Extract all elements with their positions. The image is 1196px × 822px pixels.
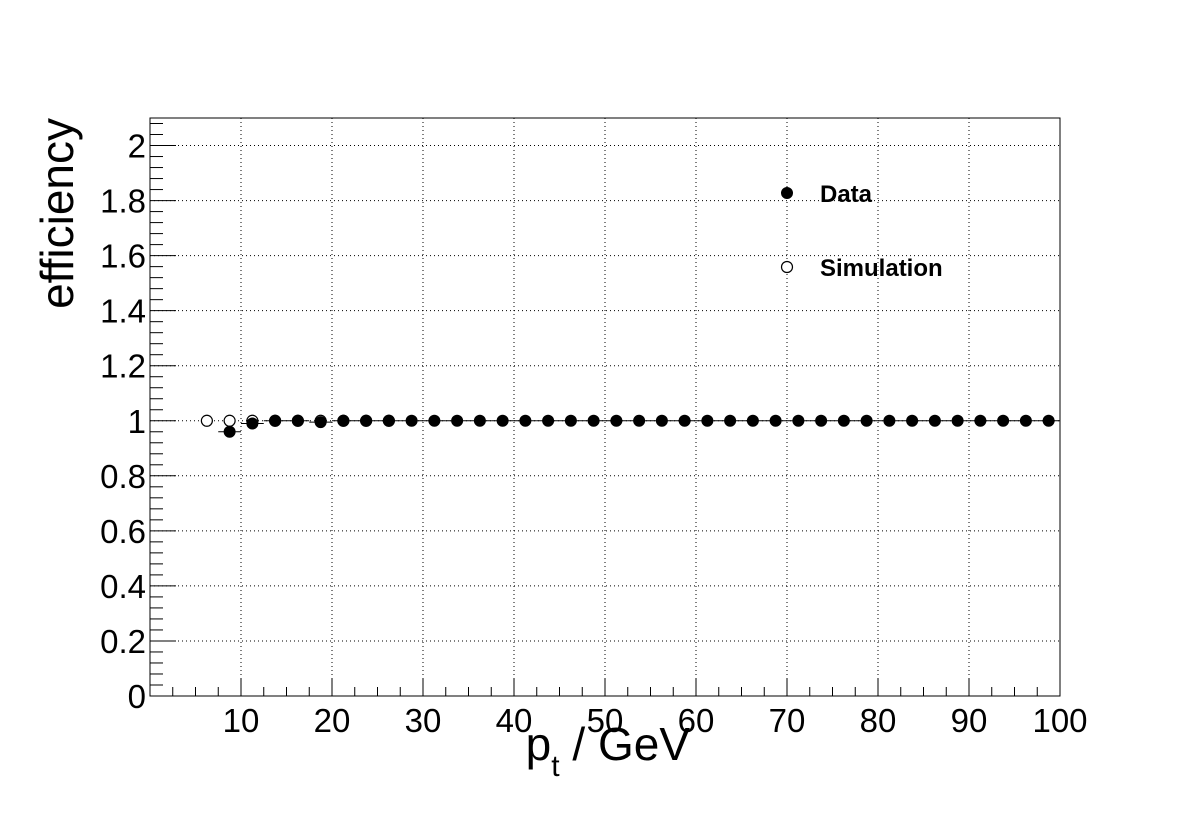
data-point (860, 414, 873, 427)
y-tick-label: 1 (128, 403, 146, 440)
x-tick-label: 70 (769, 702, 806, 739)
data-point (769, 414, 782, 427)
data-point (519, 414, 532, 427)
data-point (906, 414, 919, 427)
y-tick-label: 0.4 (100, 568, 146, 605)
data-point (246, 417, 259, 430)
legend-marker-data (781, 187, 793, 199)
data-point (291, 414, 304, 427)
data-point (1042, 414, 1055, 427)
y-axis-title: efficiency (31, 118, 83, 309)
simulation-point (200, 414, 213, 427)
x-axis-title-subscript: t (551, 750, 560, 783)
data-point (655, 414, 668, 427)
x-tick-label: 100 (1032, 702, 1087, 739)
data-point (382, 414, 395, 427)
data-point (746, 414, 759, 427)
x-tick-label: 40 (496, 702, 533, 739)
axis-ticks (149, 123, 1061, 697)
x-tick-label: 30 (405, 702, 442, 739)
y-tick-label: 1.6 (100, 238, 146, 275)
y-tick-label: 0.6 (100, 513, 146, 550)
y-tick-label: 0.8 (100, 458, 146, 495)
data-point (724, 414, 737, 427)
data-point (678, 414, 691, 427)
data-point (792, 414, 805, 427)
data-points (200, 414, 1060, 438)
tick-labels: 10 20 30 40 50 60 70 80 90 100 0 0.2 0.4 0.6 0.8 1 1.2 1.… (100, 128, 1087, 739)
data-point (587, 414, 600, 427)
y-tick-label: 1.2 (100, 348, 146, 385)
x-axis-title: pt / GeV (526, 718, 691, 783)
y-tick-label: 0 (128, 678, 146, 715)
data-point (223, 425, 236, 438)
data-point (269, 414, 282, 427)
data-point (951, 414, 964, 427)
y-tick-label: 1.8 (100, 183, 146, 220)
data-point (701, 414, 714, 427)
legend-label-data: Data (820, 181, 873, 208)
data-point (428, 414, 441, 427)
simulation-point (223, 414, 236, 427)
y-tick-label: 2 (128, 128, 146, 165)
legend: Data Simulation (780, 181, 943, 282)
legend-marker-simulation (780, 260, 794, 274)
data-point (883, 414, 896, 427)
data-point (610, 414, 623, 427)
data-point (360, 414, 373, 427)
y-tick-label: 1.4 (100, 293, 146, 330)
data-point (314, 416, 327, 429)
data-point (496, 414, 509, 427)
data-point (564, 414, 577, 427)
x-tick-label: 20 (314, 702, 351, 739)
data-point (473, 414, 486, 427)
data-point (928, 414, 941, 427)
legend-label-simulation: Simulation (820, 255, 943, 282)
data-point (451, 414, 464, 427)
data-point (974, 414, 987, 427)
data-point (815, 414, 828, 427)
x-tick-label: 80 (860, 702, 897, 739)
data-point (337, 414, 350, 427)
data-point (633, 414, 646, 427)
y-tick-label: 0.2 (100, 623, 146, 660)
data-point (405, 414, 418, 427)
data-point (997, 414, 1010, 427)
data-point (837, 414, 850, 427)
plot-frame (149, 117, 1061, 697)
data-point (1019, 414, 1032, 427)
x-tick-label: 90 (951, 702, 988, 739)
x-tick-label: 50 (587, 702, 624, 739)
x-tick-label: 60 (678, 702, 715, 739)
data-point (542, 414, 555, 427)
x-tick-label: 10 (223, 702, 260, 739)
